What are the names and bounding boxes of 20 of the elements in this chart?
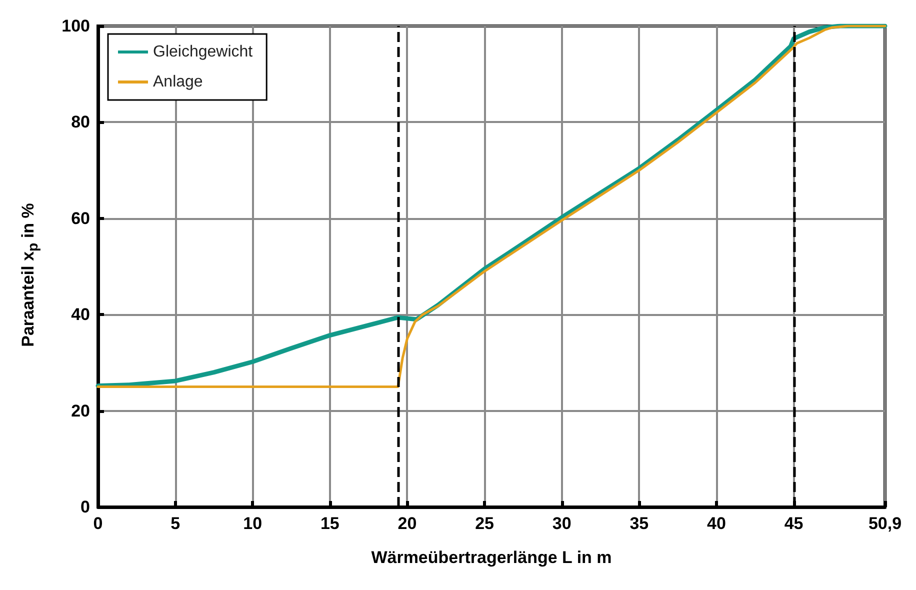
- y-tick-label: 20: [71, 401, 90, 420]
- legend-label: Gleichgewicht: [153, 44, 254, 60]
- x-tick-label: 20: [398, 514, 417, 533]
- y-tick-label: 60: [71, 208, 90, 228]
- y-tick-label: 40: [71, 305, 90, 324]
- y-tick-label: 0: [80, 498, 90, 516]
- y-tick-label: 100: [62, 16, 90, 36]
- x-tick-label: 15: [320, 514, 340, 533]
- x-tick-label: 45: [784, 514, 804, 533]
- x-tick-label: 40: [707, 514, 726, 533]
- x-tick-label: 30: [552, 514, 572, 533]
- x-tick-label: 10: [243, 514, 262, 533]
- x-tick-label: 25: [475, 514, 494, 533]
- x-tick-label: 5: [170, 514, 180, 533]
- y-tick-label: 80: [71, 112, 90, 132]
- x-axis-title: Wärmeübertragerlänge L in m: [371, 548, 612, 567]
- x-tick-label: 0: [93, 514, 103, 533]
- x-tick-label: 35: [630, 514, 649, 533]
- x-tick-label: 50,9: [868, 514, 902, 533]
- legend-label: Anlage: [153, 74, 203, 90]
